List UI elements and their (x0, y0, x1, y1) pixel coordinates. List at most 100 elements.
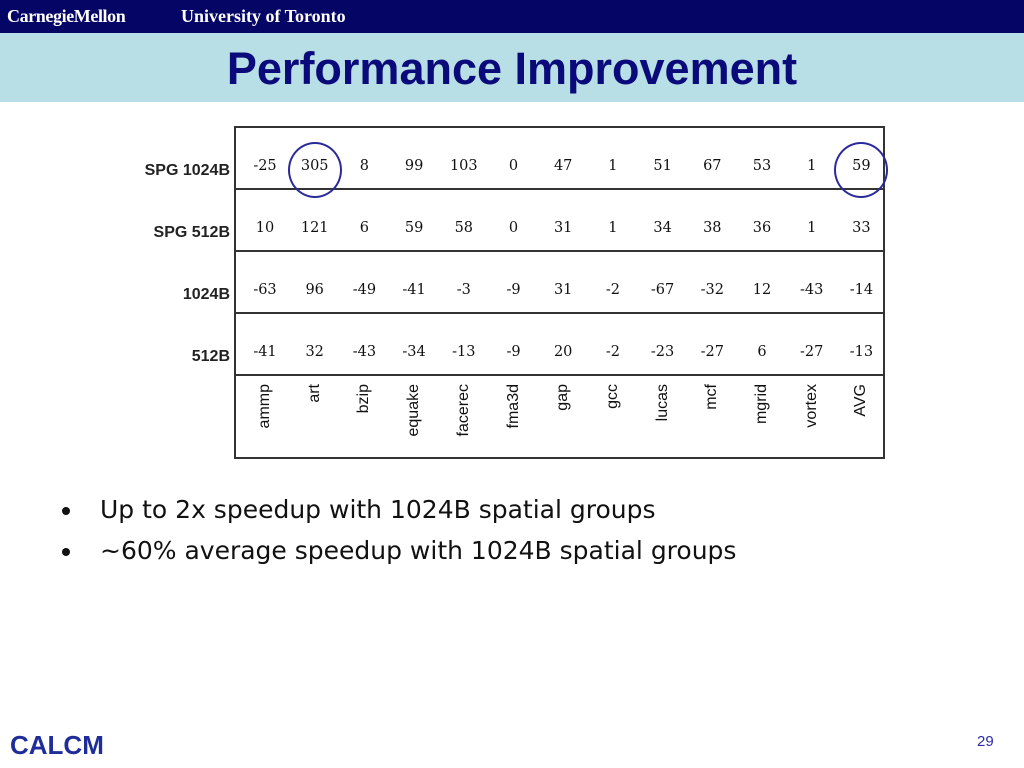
table-cell: 1 (608, 220, 618, 236)
benchmark-label: ammp (256, 384, 273, 429)
table-cell: -49 (352, 282, 377, 298)
table-cell: 31 (553, 220, 573, 236)
table-cell: -43 (800, 282, 824, 298)
row-label: 512B (191, 348, 230, 365)
table-cell: -67 (650, 282, 675, 298)
cmu-logo: CarnegieMellon (7, 6, 126, 26)
table-cell: 10 (255, 220, 275, 236)
column-header: bzip (339, 384, 389, 454)
table-cell: 36 (752, 220, 772, 236)
uoft-logo: University of Toronto (181, 6, 346, 26)
benchmark-label: equake (405, 384, 423, 437)
table-cell: -14 (849, 282, 874, 298)
table-cell: -2 (605, 344, 620, 360)
table-cell: 32 (305, 344, 324, 360)
table-cell: -41 (253, 344, 277, 360)
table-cell: 33 (852, 220, 871, 236)
table-cell: 0 (508, 220, 519, 236)
column-header: AVG (836, 384, 886, 454)
benchmark-label: bzip (355, 384, 373, 414)
results-table: -25 305 8 99 103 0 47 1 51 67 53 1 59 10 121 6 59 58 0 31 1 3… (234, 126, 889, 459)
slide-title: Performance Improvement (226, 43, 798, 94)
table-cell: 38 (703, 220, 722, 236)
highlight-circle (287, 142, 342, 198)
table-cell: -41 (402, 282, 426, 298)
row-divider (236, 188, 883, 190)
row-label: 1024B (182, 286, 230, 303)
table-cell: 103 (449, 158, 478, 174)
row-divider (236, 312, 883, 314)
column-header: mcf (687, 384, 737, 454)
benchmark-label: lucas (653, 384, 671, 422)
benchmark-label: fma3d (504, 384, 522, 429)
bullet-dot-icon (62, 548, 70, 556)
table-row: -63 96 -49 -41 -3 -9 31 -2 -67 -32 12 -43 -14 (236, 252, 883, 312)
column-header: fma3d (489, 384, 539, 454)
table-row: -41 32 -43 -34 -13 -9 20 -2 -23 -27 6 -27 -13 (236, 314, 883, 374)
table-cell: 1 (807, 158, 817, 174)
benchmark-label: gcc (603, 384, 621, 409)
table-cell: 6 (757, 344, 767, 360)
row-label: SPG 1024B (144, 162, 230, 179)
table-cell: -13 (452, 344, 476, 360)
table-cell: -23 (650, 344, 675, 360)
benchmark-label: mgrid (753, 384, 770, 425)
benchmark-label: vortex (802, 384, 820, 428)
table-cell: 1 (608, 158, 618, 174)
bullet-item: ~60% average speedup with 1024B spatial … (62, 533, 736, 574)
bullet-list: Up to 2x speedup with 1024B spatial grou… (62, 492, 736, 574)
table-cell: 0 (508, 158, 519, 174)
column-header: equake (389, 384, 439, 454)
highlight-circle (834, 142, 889, 198)
column-header: facerec (439, 384, 489, 454)
table-cell: 99 (404, 158, 424, 174)
table-cell: 121 (300, 220, 329, 236)
table-cell: -27 (800, 344, 824, 360)
table-cell: -25 (253, 158, 277, 174)
calcm-logo: CALCM (10, 730, 104, 760)
table-cell: 12 (752, 282, 772, 298)
table-cell: 6 (359, 220, 369, 236)
column-header: mgrid (737, 384, 787, 454)
benchmark-label: gap (554, 384, 572, 411)
table-cell: 8 (359, 158, 369, 174)
bullet-text: ~60% average speedup with 1024B spatial … (100, 536, 737, 565)
column-header: gcc (588, 384, 638, 454)
page-number: 29 (977, 733, 994, 750)
table-cell: -63 (253, 282, 277, 298)
bullet-item: Up to 2x speedup with 1024B spatial grou… (62, 492, 736, 533)
table-cell: -2 (605, 282, 620, 298)
table-cell: 96 (305, 282, 324, 298)
title-band (0, 33, 1024, 102)
table-cell: -27 (700, 344, 724, 360)
table-cell: 20 (553, 344, 573, 360)
bullet-text: Up to 2x speedup with 1024B spatial grou… (100, 495, 656, 524)
table-cell: -34 (402, 344, 426, 360)
benchmark-label: facerec (454, 384, 472, 437)
row-label: SPG 512B (153, 224, 230, 241)
table-row: 10 121 6 59 58 0 31 1 34 38 36 1 33 (236, 190, 883, 250)
column-header: ammp (240, 384, 290, 454)
table-cell: 34 (653, 220, 672, 236)
row-divider (236, 250, 883, 252)
header-bar: CarnegieMellon University of Toronto (0, 0, 1024, 33)
table-cell: 47 (553, 158, 573, 174)
row-divider (236, 374, 883, 376)
table-cell: -9 (506, 344, 521, 360)
table-cell: 1 (807, 220, 817, 236)
table-cell: 67 (703, 158, 722, 174)
column-header: gap (538, 384, 588, 454)
column-header: vortex (787, 384, 837, 454)
table-cell: 53 (752, 158, 772, 174)
table-cell: -32 (700, 282, 724, 298)
table-cell: -43 (352, 344, 377, 360)
benchmark-label: AVG (852, 384, 870, 417)
column-header: art (290, 384, 340, 454)
column-header: lucas (638, 384, 688, 454)
table-cell: -13 (849, 344, 874, 360)
table-cell: 51 (653, 158, 672, 174)
benchmark-label: mcf (703, 384, 721, 410)
table-cell: 59 (404, 220, 424, 236)
table-cell: -3 (456, 282, 471, 298)
table-cell: -9 (506, 282, 521, 298)
